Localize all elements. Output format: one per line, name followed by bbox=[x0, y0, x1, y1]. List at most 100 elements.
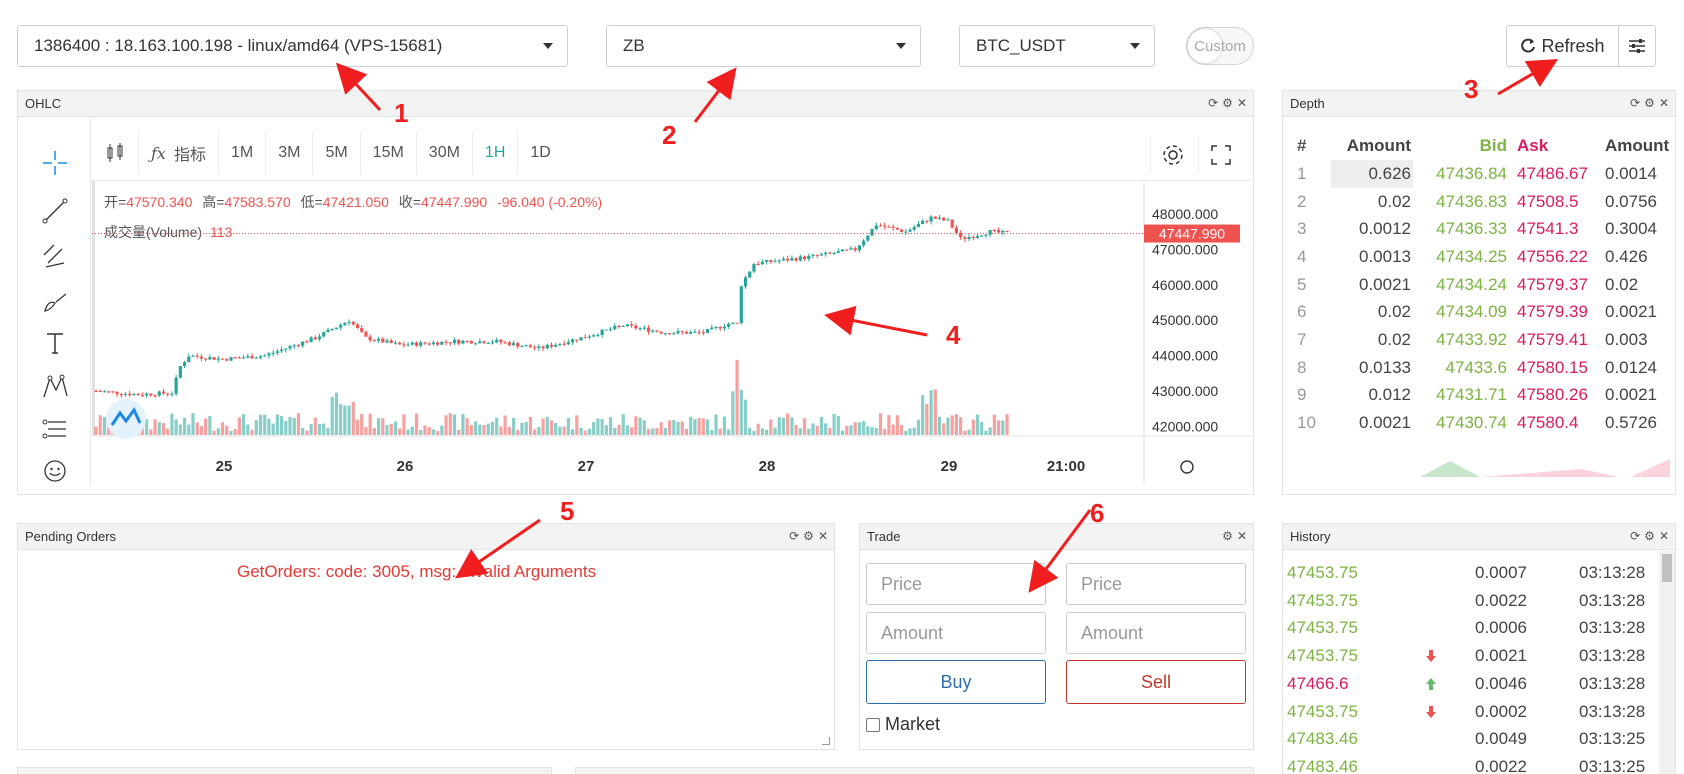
candle-body bbox=[600, 329, 604, 335]
buy-button[interactable]: Buy bbox=[866, 660, 1046, 704]
gear-icon[interactable]: ⚙ bbox=[1222, 529, 1233, 543]
candle-body bbox=[195, 355, 199, 357]
depth-ask-amount: 0.0014 bbox=[1605, 163, 1657, 183]
candle-body bbox=[684, 332, 689, 334]
last-price-label: 47447.990 bbox=[1159, 226, 1225, 242]
ohlc-legend: 开=47570.340 高=47583.570 低=47421.050 收=47… bbox=[104, 192, 602, 212]
interval-1h[interactable]: 1H bbox=[473, 131, 519, 175]
candlestick-icon bbox=[107, 143, 123, 162]
indicator-button[interactable]: ƒx 指标 bbox=[139, 131, 219, 175]
refresh-icon[interactable]: ⟳ bbox=[1630, 96, 1641, 110]
interval-1d[interactable]: 1D bbox=[530, 144, 551, 161]
history-row: 47453.75 0.0002 03:13:28 bbox=[1287, 702, 1645, 724]
sell-button[interactable]: Sell bbox=[1066, 660, 1246, 704]
scrollbar-thumb[interactable] bbox=[1662, 554, 1672, 582]
close-icon[interactable]: ✕ bbox=[1236, 529, 1247, 543]
volume-bar bbox=[461, 413, 465, 435]
depth-index: 9 bbox=[1297, 385, 1307, 405]
open-value: 47570.340 bbox=[126, 194, 193, 210]
volume-bar bbox=[765, 429, 769, 435]
price-tick-label: 46000.000 bbox=[1152, 277, 1218, 293]
refresh-button[interactable]: Refresh bbox=[1506, 25, 1619, 67]
refresh-icon[interactable]: ⟳ bbox=[789, 529, 800, 543]
volume-bar bbox=[482, 425, 486, 435]
volume-bar bbox=[895, 415, 899, 435]
sell-amount-input[interactable]: Amount bbox=[1066, 612, 1246, 654]
candlestick-chart[interactable]: 47447.990 48000.000 47000.000 46000.000 4500… bbox=[92, 181, 1252, 485]
volume-bar bbox=[166, 428, 170, 435]
interval-15m[interactable]: 15M bbox=[361, 131, 417, 175]
exchange-select-value: ZB bbox=[623, 36, 645, 55]
brush-tool[interactable] bbox=[39, 285, 71, 317]
sell-price-input[interactable]: Price bbox=[1066, 563, 1246, 605]
close-icon[interactable]: ✕ bbox=[1236, 96, 1247, 110]
buy-price-input[interactable]: Price bbox=[866, 563, 1046, 605]
interval-1m[interactable]: 1M bbox=[219, 131, 267, 175]
gear-icon[interactable]: ⚙ bbox=[1644, 529, 1655, 543]
market-checkbox[interactable]: Market bbox=[866, 714, 940, 735]
channel-tool[interactable] bbox=[39, 240, 71, 272]
interval-3m[interactable]: 3M bbox=[266, 131, 314, 175]
volume-value: 113 bbox=[210, 224, 233, 240]
candle-body bbox=[225, 359, 229, 361]
candle-body bbox=[292, 345, 296, 347]
depth-bid-amount: 0.0133 bbox=[1359, 357, 1411, 377]
annotation-label-5: 5 bbox=[560, 496, 575, 526]
interval-5m[interactable]: 5M bbox=[313, 131, 361, 175]
candle-body bbox=[634, 325, 638, 329]
layout-settings-button[interactable] bbox=[1618, 25, 1656, 67]
crosshair-tool[interactable] bbox=[39, 147, 71, 179]
volume-bar bbox=[862, 421, 866, 435]
candle-body bbox=[541, 346, 545, 349]
custom-toggle[interactable]: Custom bbox=[1186, 27, 1254, 65]
volume-bar bbox=[689, 416, 693, 435]
emoji-tool[interactable] bbox=[39, 455, 71, 487]
volume-bar bbox=[229, 430, 233, 435]
volume-bar bbox=[216, 428, 220, 435]
resize-handle-icon[interactable] bbox=[822, 737, 830, 745]
robot-select[interactable]: 1386400 : 18.163.100.198 - linux/amd64 (… bbox=[17, 25, 568, 67]
fullscreen-button[interactable] bbox=[1198, 137, 1242, 173]
exchange-select[interactable]: ZB bbox=[606, 25, 921, 67]
refresh-icon[interactable]: ⟳ bbox=[1208, 96, 1219, 110]
refresh-icon[interactable]: ⟳ bbox=[1630, 529, 1641, 543]
pair-select[interactable]: BTC_USDT bbox=[959, 25, 1155, 67]
depth-ask-price: 47579.37 bbox=[1517, 274, 1588, 294]
close-icon[interactable]: ✕ bbox=[1658, 96, 1669, 110]
depth-index: 10 bbox=[1297, 413, 1316, 433]
price-tick-label: 42000.000 bbox=[1152, 418, 1218, 434]
volume-bar bbox=[381, 418, 385, 435]
volume-bar bbox=[845, 425, 849, 435]
pattern-tool[interactable] bbox=[39, 371, 71, 403]
candle-body bbox=[102, 391, 107, 393]
buy-amount-input[interactable]: Amount bbox=[866, 612, 1046, 654]
close-icon[interactable]: ✕ bbox=[1658, 529, 1669, 543]
history-scrollbar[interactable] bbox=[1659, 551, 1675, 774]
gear-icon[interactable]: ⚙ bbox=[1644, 96, 1655, 110]
candle-body bbox=[769, 260, 773, 262]
line-tool[interactable] bbox=[39, 195, 71, 227]
candle-body bbox=[925, 220, 929, 222]
interval-30m[interactable]: 30M bbox=[417, 131, 473, 175]
history-row: 47453.75 0.0007 03:13:28 bbox=[1287, 563, 1645, 585]
text-tool[interactable] bbox=[39, 327, 71, 359]
volume-bar bbox=[448, 413, 452, 435]
volume-bar bbox=[313, 417, 317, 435]
candle-type-button[interactable] bbox=[92, 131, 139, 175]
close-icon[interactable]: ✕ bbox=[817, 529, 828, 543]
low-label: 低= bbox=[300, 194, 323, 210]
candle-body bbox=[296, 345, 301, 347]
gear-icon[interactable]: ⚙ bbox=[803, 529, 814, 543]
candle-body bbox=[697, 331, 701, 333]
chart-settings-button[interactable] bbox=[1150, 137, 1194, 173]
candle-body bbox=[676, 331, 680, 334]
history-amount: 0.0022 bbox=[1475, 590, 1527, 610]
fib-tool[interactable] bbox=[39, 413, 71, 445]
volume-bar bbox=[975, 414, 980, 435]
candle-body bbox=[355, 324, 360, 329]
volume-bar bbox=[225, 425, 229, 435]
candle-body bbox=[275, 351, 279, 353]
candle-body bbox=[777, 260, 781, 262]
gear-icon[interactable]: ⚙ bbox=[1222, 96, 1233, 110]
depth-row: 9 0.012 47431.71 47580.26 0.0021 bbox=[1295, 382, 1683, 410]
